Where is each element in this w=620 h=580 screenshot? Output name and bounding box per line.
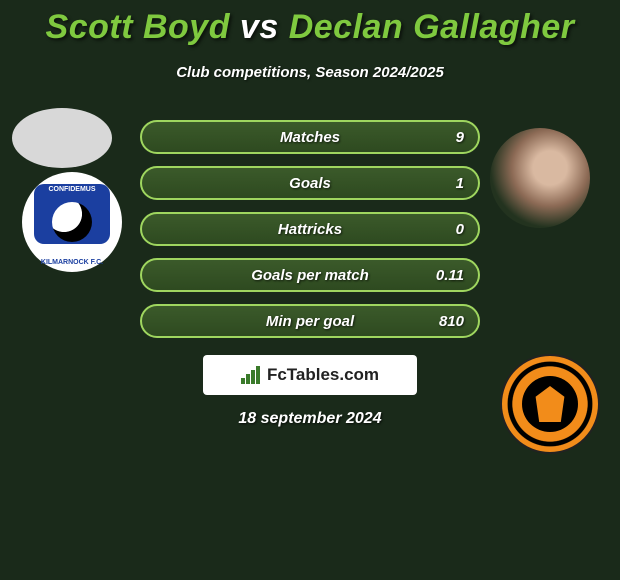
kilm-top-text: CONFIDEMUS [22, 186, 122, 193]
page-title: Scott Boyd vs Declan Gallagher [0, 8, 620, 47]
stat-row: Goals 1 [140, 166, 480, 200]
stat-value-right: 1 [456, 175, 464, 192]
subtitle: Club competitions, Season 2024/2025 [0, 64, 620, 81]
player2-avatar [490, 128, 590, 228]
stat-value-right: 0 [456, 221, 464, 238]
stat-value-right: 9 [456, 129, 464, 146]
title-vs: vs [240, 8, 279, 46]
player1-avatar [12, 108, 112, 168]
stat-row: Hattricks 0 [140, 212, 480, 246]
stat-row: Min per goal 810 [140, 304, 480, 338]
player2-club-badge [500, 354, 600, 454]
title-player1: Scott Boyd [46, 8, 230, 46]
brand-box: FcTables.com [203, 355, 417, 395]
title-player2: Declan Gallagher [289, 8, 575, 46]
chart-icon [241, 366, 261, 384]
stat-value-right: 0.11 [436, 267, 464, 284]
date-text: 18 september 2024 [0, 410, 620, 428]
stat-row: Goals per match 0.11 [140, 258, 480, 292]
brand-text: FcTables.com [267, 365, 379, 385]
kilm-bottom-text: KILMARNOCK F.C. [22, 259, 122, 266]
stat-label: Matches [280, 129, 340, 146]
stat-label: Hattricks [278, 221, 342, 238]
stat-label: Goals [289, 175, 331, 192]
stat-label: Min per goal [266, 313, 354, 330]
stat-value-right: 810 [439, 313, 464, 330]
player1-club-badge: CONFIDEMUS KILMARNOCK F.C. [22, 172, 122, 272]
stat-label: Goals per match [251, 267, 369, 284]
stat-row: Matches 9 [140, 120, 480, 154]
stats-container: Matches 9 Goals 1 Hattricks 0 Goals per match 0… [140, 120, 480, 350]
